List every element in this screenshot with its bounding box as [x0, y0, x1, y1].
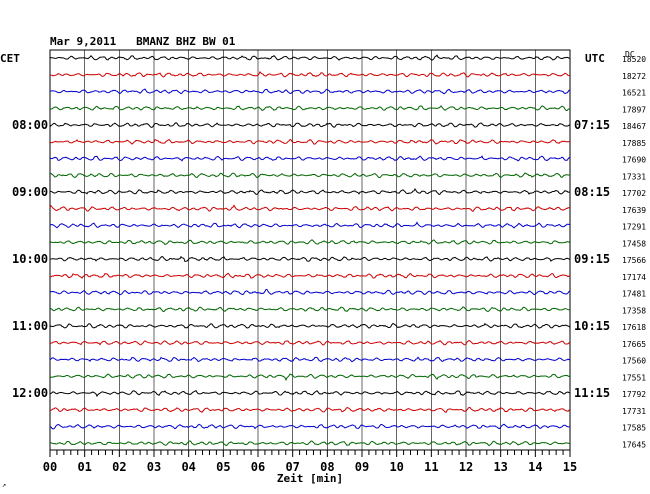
- seismic-traces: [49, 54, 571, 447]
- left-time-label: 08:00: [12, 118, 48, 132]
- dc-offset-label: 17885: [622, 139, 646, 148]
- dc-offset-label: 18467: [622, 122, 646, 131]
- dc-offset-label: 17560: [622, 357, 646, 366]
- grid: [49, 49, 571, 457]
- plot-frame: [49, 49, 571, 451]
- trace-row-7: [49, 155, 571, 162]
- dc-offset-label: 18272: [622, 72, 646, 81]
- x-tick-label: 02: [112, 460, 126, 474]
- trace-row-8: [49, 172, 571, 179]
- dc-label: DC: [625, 50, 635, 59]
- x-tick-label: 11: [424, 460, 438, 474]
- trace-row-21: [49, 389, 571, 398]
- trace-row-23: [49, 423, 571, 430]
- trace-row-20: [49, 373, 571, 382]
- dc-offset-label: 16521: [622, 89, 646, 98]
- dc-offset-label: 17566: [622, 256, 646, 265]
- trace-row-15: [49, 288, 571, 296]
- x-tick-label: 01: [77, 460, 91, 474]
- x-tick-label: 13: [493, 460, 507, 474]
- x-tick-label: 09: [355, 460, 369, 474]
- x-tick-label: 08: [320, 460, 334, 474]
- dc-offset-label: 17897: [622, 105, 646, 114]
- dc-offset-label: 17618: [622, 323, 646, 332]
- x-tick-label: 14: [528, 460, 542, 474]
- x-tick-label: 12: [459, 460, 473, 474]
- dc-offset-label: 17331: [622, 172, 646, 181]
- right-time-label: 07:15: [574, 118, 610, 132]
- dc-offset-label: 17731: [622, 407, 646, 416]
- dc-offset-label: 17702: [622, 189, 646, 198]
- trace-row-11: [49, 221, 571, 229]
- x-tick-label: 00: [43, 460, 57, 474]
- x-tick-label: 15: [563, 460, 577, 474]
- dc-offset-label: 17585: [622, 424, 646, 433]
- trace-row-2: [49, 70, 571, 78]
- x-axis-title: Zeit [min]: [277, 472, 343, 485]
- trace-row-10: [49, 204, 571, 213]
- trace-row-14: [49, 272, 571, 279]
- x-tick-label: 03: [147, 460, 161, 474]
- trace-row-16: [49, 306, 571, 313]
- right-timezone-label: UTC: [585, 52, 605, 65]
- trace-row-22: [49, 406, 571, 414]
- trace-row-19: [49, 356, 571, 363]
- right-time-label: 11:15: [574, 386, 610, 400]
- trace-row-18: [49, 340, 571, 346]
- trace-row-9: [49, 187, 571, 195]
- left-time-label: 10:00: [12, 252, 48, 266]
- trace-row-13: [49, 255, 571, 262]
- dc-offset-label: 17481: [622, 290, 646, 299]
- left-time-label: 12:00: [12, 386, 48, 400]
- dc-offset-label: 17551: [622, 373, 646, 382]
- dc-offset-label: 17690: [622, 156, 646, 165]
- right-time-label: 09:15: [574, 252, 610, 266]
- trace-row-3: [49, 88, 571, 95]
- trace-row-6: [49, 138, 571, 145]
- x-tick-label: 04: [181, 460, 195, 474]
- trace-row-5: [49, 122, 571, 128]
- left-time-label: 09:00: [12, 185, 48, 199]
- dc-offset-label: 17458: [622, 239, 646, 248]
- x-tick-label: 05: [216, 460, 230, 474]
- dc-offset-label: 18520: [622, 55, 646, 64]
- x-axis: [49, 450, 571, 457]
- dc-offset-label: 17792: [622, 390, 646, 399]
- dc-offset-label: 17174: [622, 273, 646, 282]
- axis-labels: 00 01 02 03 04 05 06 07 08 09 10 11 12 13 14 15 18520 182…: [12, 55, 646, 474]
- x-tick-label: 10: [389, 460, 403, 474]
- trace-row-1: [49, 54, 571, 61]
- left-time-label: 11:00: [12, 319, 48, 333]
- trace-row-12: [49, 239, 571, 246]
- trace-row-4: [49, 105, 571, 112]
- chart-title: Mar 9,2011 BMANZ BHZ BW 01: [50, 35, 236, 48]
- corner-mark: ↗: [2, 481, 6, 489]
- dc-offset-label: 17639: [622, 206, 646, 215]
- dc-offset-label: 17645: [622, 440, 646, 449]
- trace-row-24: [49, 440, 571, 447]
- right-time-label: 10:15: [574, 319, 610, 333]
- trace-row-17: [49, 322, 571, 329]
- x-tick-label: 06: [251, 460, 265, 474]
- x-tick-label: 07: [285, 460, 299, 474]
- dc-offset-label: 17291: [622, 223, 646, 232]
- dc-offset-label: 17358: [622, 306, 646, 315]
- right-time-label: 08:15: [574, 185, 610, 199]
- left-timezone-label: CET: [0, 52, 20, 65]
- dc-offset-label: 17665: [622, 340, 646, 349]
